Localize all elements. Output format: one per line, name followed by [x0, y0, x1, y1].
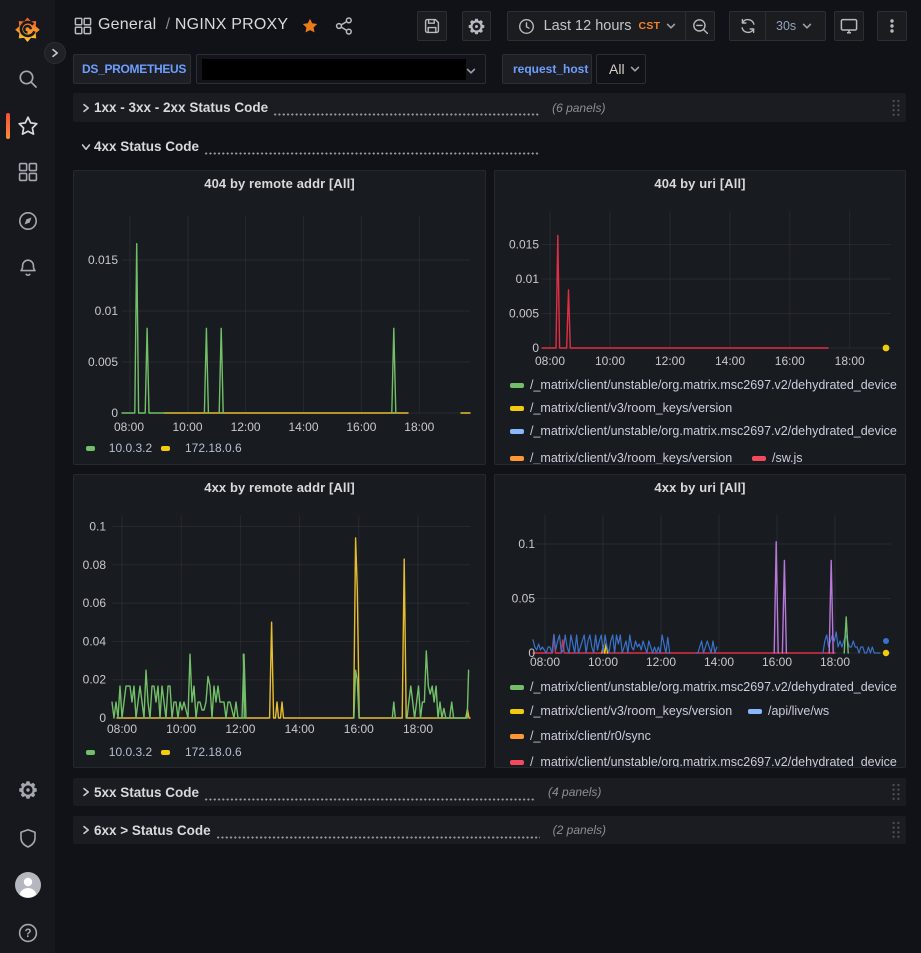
svg-text:0.1: 0.1	[518, 537, 535, 551]
svg-text:?: ?	[24, 928, 31, 940]
svg-text:0.01: 0.01	[516, 272, 540, 286]
svg-text:0.04: 0.04	[83, 634, 107, 648]
svg-text:0.1: 0.1	[89, 520, 106, 534]
svg-text:10:00: 10:00	[595, 354, 625, 368]
svg-text:12:00: 12:00	[646, 655, 676, 669]
svg-text:10:00: 10:00	[588, 655, 618, 669]
svg-text:16:00: 16:00	[775, 354, 805, 368]
svg-text:08:00: 08:00	[107, 722, 137, 736]
svg-text:10:00: 10:00	[166, 722, 196, 736]
svg-text:18:00: 18:00	[404, 420, 434, 434]
svg-text:0.005: 0.005	[88, 355, 118, 369]
svg-text:14:00: 14:00	[288, 420, 318, 434]
svg-text:0.08: 0.08	[83, 558, 107, 572]
svg-text:12:00: 12:00	[655, 354, 685, 368]
svg-text:0.005: 0.005	[509, 307, 539, 321]
svg-text:16:00: 16:00	[344, 722, 374, 736]
svg-text:12:00: 12:00	[231, 420, 261, 434]
svg-text:14:00: 14:00	[704, 655, 734, 669]
svg-text:16:00: 16:00	[346, 420, 376, 434]
svg-text:0: 0	[99, 711, 106, 725]
svg-text:08:00: 08:00	[530, 655, 560, 669]
svg-text:18:00: 18:00	[835, 354, 865, 368]
svg-text:14:00: 14:00	[285, 722, 315, 736]
svg-text:08:00: 08:00	[535, 354, 565, 368]
svg-text:0: 0	[111, 406, 118, 420]
svg-text:0.015: 0.015	[88, 253, 118, 267]
svg-text:0.015: 0.015	[509, 238, 539, 252]
svg-text:0: 0	[532, 341, 539, 355]
svg-text:0.06: 0.06	[83, 596, 107, 610]
svg-text:18:00: 18:00	[403, 722, 433, 736]
svg-text:14:00: 14:00	[715, 354, 745, 368]
svg-text:16:00: 16:00	[762, 655, 792, 669]
svg-text:0.05: 0.05	[512, 592, 536, 606]
svg-text:08:00: 08:00	[114, 420, 144, 434]
svg-text:0.01: 0.01	[95, 304, 119, 318]
svg-text:18:00: 18:00	[820, 655, 850, 669]
svg-text:0.02: 0.02	[83, 673, 107, 687]
svg-text:10:00: 10:00	[172, 420, 202, 434]
svg-text:0: 0	[528, 646, 535, 660]
svg-text:12:00: 12:00	[225, 722, 255, 736]
